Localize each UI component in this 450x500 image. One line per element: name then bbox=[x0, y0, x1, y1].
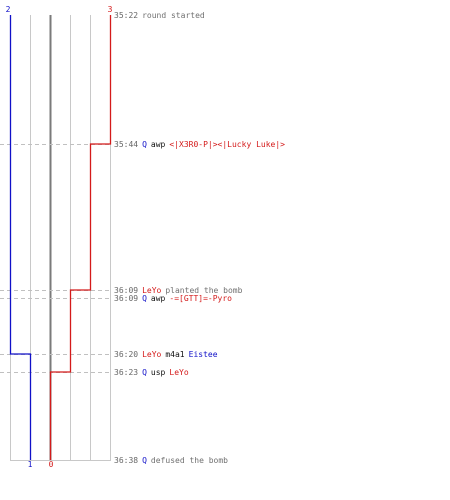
event-message: defused the bomb bbox=[151, 456, 228, 465]
event-guide-lines bbox=[0, 144, 112, 373]
event-row: 35:22 round started bbox=[114, 11, 205, 20]
event-row: 36:09 LeYo planted the bomb bbox=[114, 286, 243, 295]
event-weapon: m4a1 bbox=[165, 350, 184, 359]
event-player-name: Eistee bbox=[189, 350, 218, 359]
blue-team-start-count: 2 bbox=[6, 5, 11, 14]
grid-lines bbox=[10, 15, 111, 461]
event-weapon: awp bbox=[151, 294, 166, 303]
event-message: planted the bomb bbox=[165, 286, 242, 295]
red-team-end-count: 0 bbox=[49, 460, 54, 469]
event-time: 36:23 bbox=[114, 368, 138, 377]
event-time: 35:44 bbox=[114, 140, 138, 149]
event-row: 36:20 LeYo m4a1 Eistee bbox=[114, 350, 218, 359]
blue-team-alive-line bbox=[9, 15, 32, 460]
event-time: 36:09 bbox=[114, 286, 138, 295]
event-weapon: awp bbox=[151, 140, 166, 149]
event-message: round started bbox=[142, 11, 205, 20]
event-time: 35:22 bbox=[114, 11, 138, 20]
event-time: 36:09 bbox=[114, 294, 138, 303]
event-player-name: LeYo bbox=[142, 286, 161, 295]
event-time: 36:38 bbox=[114, 456, 138, 465]
event-player-name: LeYo bbox=[169, 368, 188, 377]
event-weapon: usp bbox=[151, 368, 166, 377]
event-player-name: LeYo bbox=[142, 350, 161, 359]
event-player-name: Q bbox=[142, 140, 147, 149]
event-player-name: Q bbox=[142, 368, 147, 377]
event-time: 36:20 bbox=[114, 350, 138, 359]
event-player-name: Q bbox=[142, 294, 147, 303]
event-player-name: -=[GTT]=-Pyro bbox=[169, 294, 232, 303]
event-player-name: <|X3R0-P|><|Lucky Luke|> bbox=[169, 140, 285, 149]
red-team-alive-line bbox=[49, 15, 112, 460]
blue-team-end-count: 1 bbox=[28, 460, 33, 469]
team-counts: 2 3 1 0 bbox=[6, 5, 113, 469]
red-team-start-count: 3 bbox=[108, 5, 113, 14]
team-step-lines bbox=[9, 15, 112, 460]
event-player-name: Q bbox=[142, 456, 147, 465]
